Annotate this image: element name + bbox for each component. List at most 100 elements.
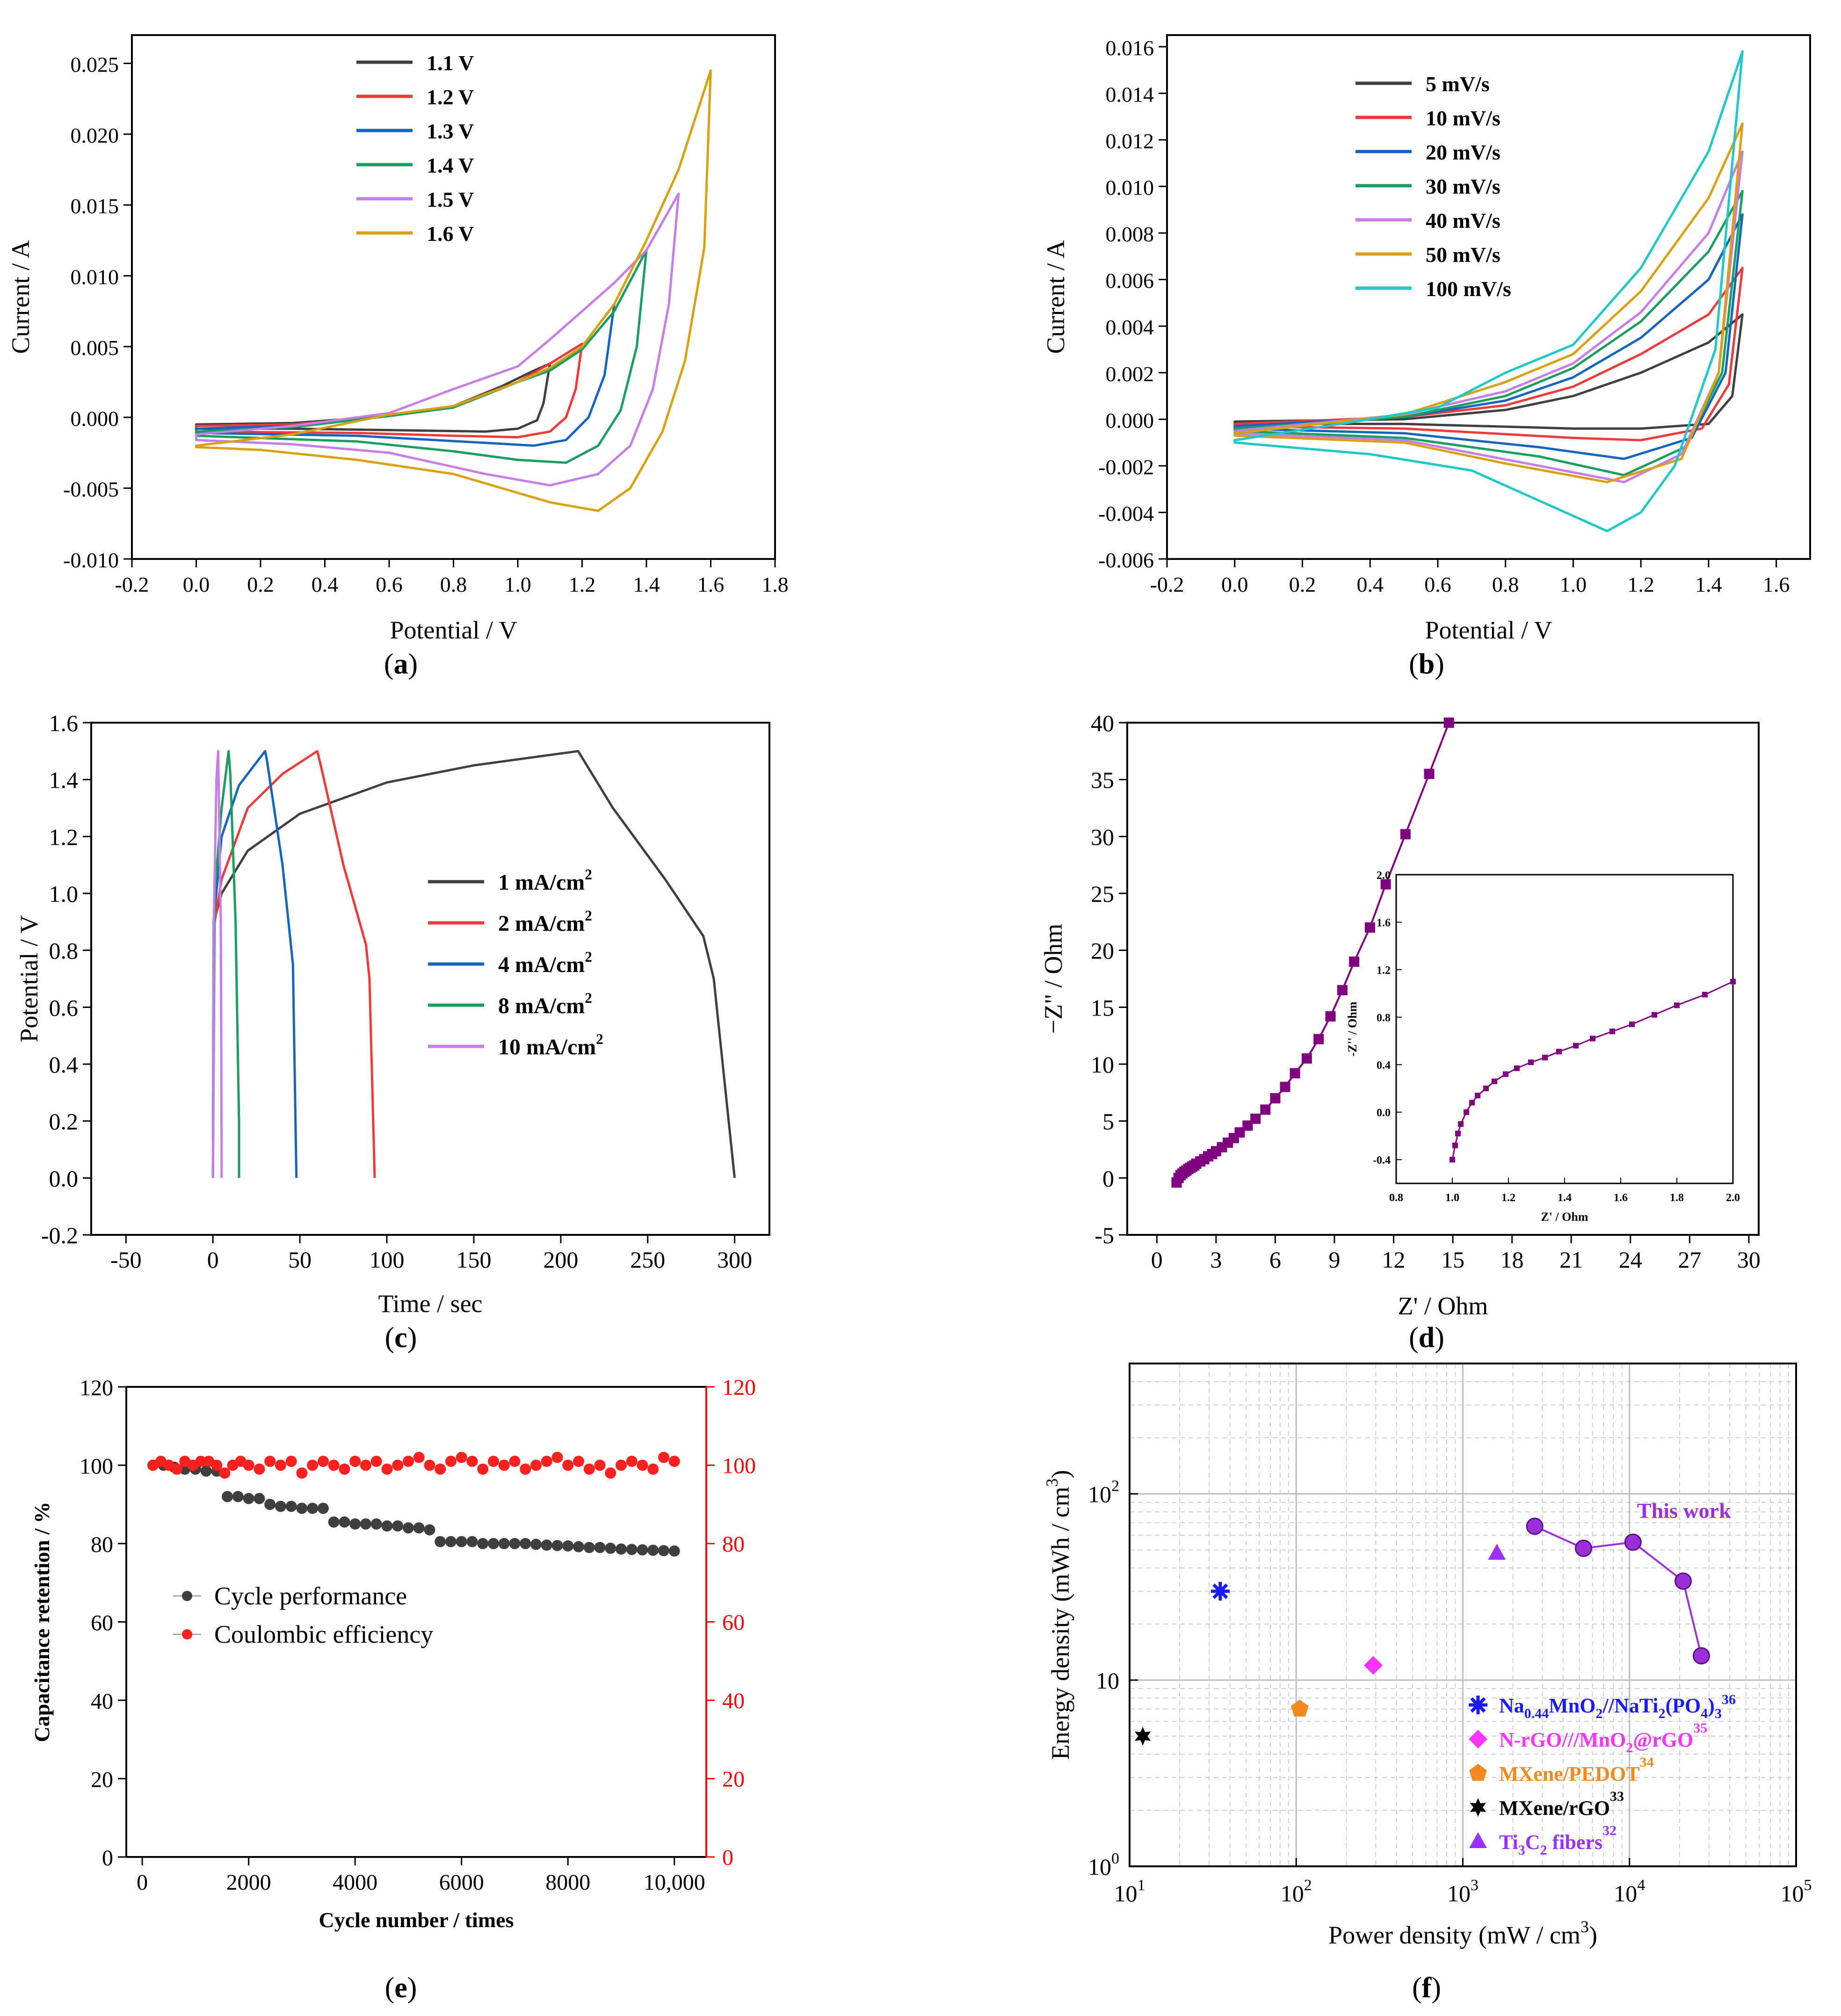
data-point [171, 1463, 183, 1475]
label-tail: ) [1589, 1921, 1597, 1949]
data-point [520, 1538, 531, 1549]
caption-letter: b [1419, 648, 1435, 680]
tick-exp: 2 [1111, 1478, 1119, 1495]
x-tick-label: 30 [1737, 1247, 1761, 1273]
paren: ( [384, 648, 394, 680]
legend-text: 100 mV/s [1426, 277, 1511, 301]
legend-entry: 1 mA/cm2 [498, 866, 592, 895]
inset-data-point [1514, 1065, 1520, 1071]
data-point [1242, 1120, 1253, 1131]
legend-text: 1.3 V [427, 119, 474, 143]
series-line [1233, 50, 1744, 532]
data-point [1349, 957, 1360, 967]
plot-frame-c [90, 722, 770, 1236]
legend-entry: 10 mV/s [1426, 106, 1500, 130]
inset-data-point [1590, 1036, 1595, 1042]
x-tick-label: 21 [1559, 1247, 1583, 1273]
series-line [1233, 267, 1744, 442]
x-tick-label: 100 [370, 1247, 405, 1273]
x-tick-label: 103 [1447, 1877, 1479, 1907]
data-point [435, 1463, 446, 1475]
x-tick-label: 300 [717, 1247, 752, 1273]
x-tick-label: -50 [110, 1247, 142, 1273]
tick-base: 10 [1088, 1481, 1111, 1508]
x-tick-label: 6000 [439, 1870, 484, 1895]
x-tick-label: 27 [1678, 1247, 1701, 1273]
y-tick-label: 0.6 [49, 994, 79, 1021]
data-point [243, 1459, 254, 1471]
data-point [647, 1545, 659, 1556]
legend-swatch-marker [182, 1629, 192, 1639]
x-tick-label: 1.2 [1627, 573, 1654, 596]
data-point [530, 1459, 542, 1471]
data-point [296, 1467, 308, 1479]
legend-text-part: MXene/PEDOT [1499, 1762, 1640, 1785]
data-point [562, 1459, 574, 1471]
tick-base: 10 [1096, 1668, 1119, 1694]
caption-e: (e) [385, 1972, 417, 2004]
data-point [381, 1463, 393, 1475]
x-tick-label: 9 [1328, 1247, 1340, 1273]
data-point [243, 1493, 254, 1504]
legend-text-part: 2 [1659, 1706, 1666, 1721]
paren: ) [407, 1322, 417, 1354]
inset-data-point [1730, 979, 1736, 985]
x-tick-label: 150 [456, 1247, 491, 1273]
tick-exp: 2 [1304, 1877, 1312, 1894]
y-tick-label: 0.020 [71, 123, 119, 147]
data-point [285, 1501, 297, 1512]
right-y-tick-label: 20 [722, 1767, 745, 1792]
inset-data-point [1629, 1021, 1635, 1027]
data-point [1400, 829, 1411, 840]
data-point [1234, 1127, 1245, 1138]
y-tick-label: 0.4 [49, 1052, 79, 1078]
y-tick-label: 0.2 [49, 1109, 79, 1135]
x-tick-label: 1.0 [1560, 573, 1587, 596]
legend-text-part: (PO [1666, 1694, 1701, 1717]
paren: ( [385, 1322, 395, 1354]
chart-a: -0.2 0.0 0.2 0.4 0.6 0.8 1.0 1.2 1.4 1.6 1.8 -0.010… [7, 34, 789, 644]
data-point [487, 1538, 499, 1549]
x-tick-label: 0.8 [1492, 573, 1519, 596]
inset-y-label: -Z'' / Ohm [1346, 1001, 1359, 1056]
plot-frame-d [1126, 722, 1760, 1236]
y-tick-label: 0.012 [1106, 129, 1154, 153]
chart-d: 0 3 6 9 12 15 18 21 24 27 30 -5 0 5 10 15 20 25 30 35 40 Z' /… [1039, 710, 1761, 1320]
legend-text-part: @rGO [1633, 1728, 1693, 1751]
data-point [370, 1518, 382, 1530]
data-point [1424, 769, 1435, 779]
data-point [573, 1456, 584, 1467]
x-tick-label: 15 [1441, 1247, 1464, 1273]
data-point [349, 1456, 361, 1467]
panel-caption: (e) [385, 1972, 417, 2004]
legend-text: 1.6 V [427, 222, 474, 246]
data-point [275, 1459, 286, 1471]
data-point [541, 1456, 552, 1467]
x-tick-label: 1.2 [569, 573, 596, 596]
legend-entry: 30 mV/s [1426, 174, 1500, 198]
y-axis-label: Energy density (mWh / cm3) [1043, 1470, 1074, 1760]
data-point [264, 1499, 276, 1510]
y-axis-label: Potential / V [15, 915, 43, 1042]
y-tick-label: 1.6 [49, 710, 79, 736]
y-axis-label: Current / A [7, 240, 35, 354]
data-point [466, 1456, 478, 1467]
legend-label: MXene/PEDOT34 [1499, 1755, 1654, 1785]
data-point [392, 1520, 404, 1532]
x-axis-label: Z' / Ohm [1398, 1292, 1488, 1320]
y-tick-label: 0.004 [1106, 315, 1154, 339]
y-tick-label: 0.025 [71, 53, 119, 77]
this-work-point [1526, 1517, 1544, 1535]
x-tick-label: 101 [1114, 1877, 1145, 1907]
data-point [498, 1538, 510, 1549]
inset-data-point [1503, 1071, 1508, 1077]
data-point [392, 1459, 404, 1471]
data-point [509, 1456, 521, 1467]
legend-marker [1469, 1832, 1487, 1848]
data-point [1364, 922, 1375, 933]
inset-y-tick-label: 0.4 [1377, 1059, 1391, 1072]
series-line [1233, 122, 1744, 484]
x-tick-label: 0.2 [247, 573, 274, 596]
series-line [195, 69, 712, 512]
data-point [477, 1463, 489, 1475]
